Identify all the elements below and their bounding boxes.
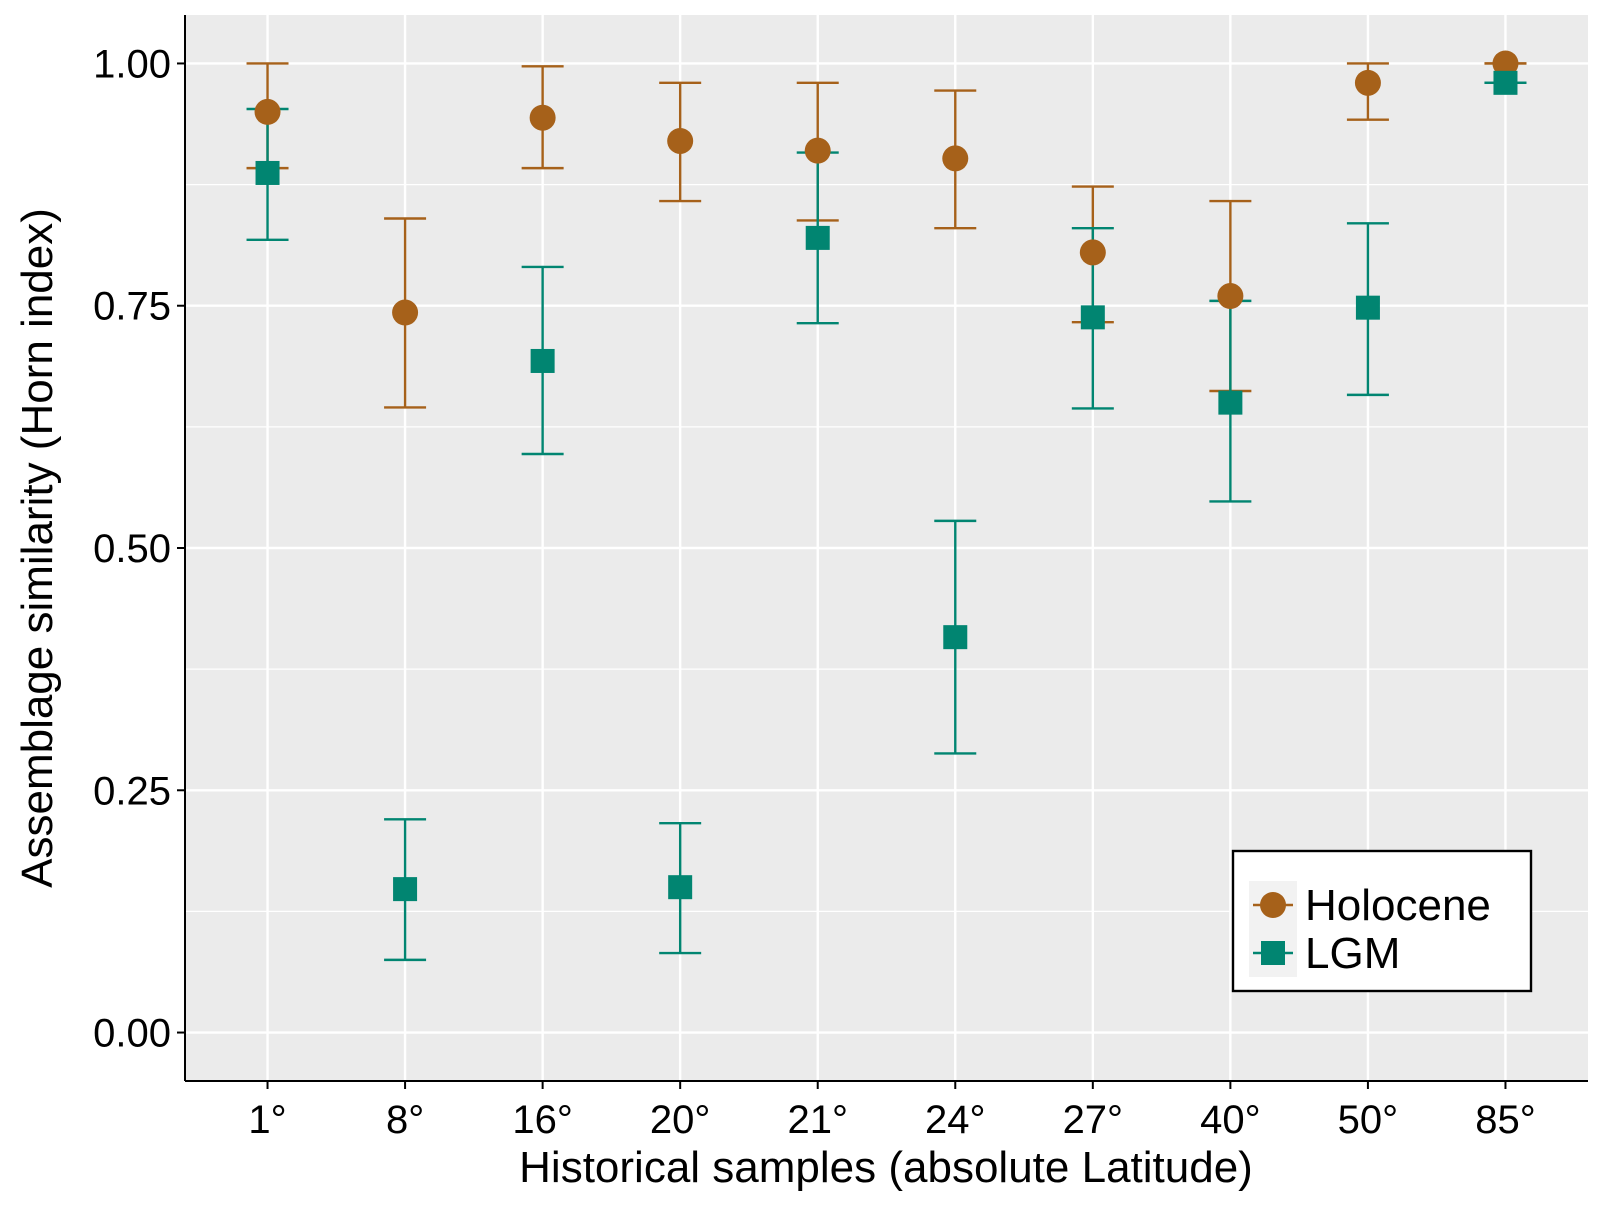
x-tick-label: 27° bbox=[1063, 1098, 1124, 1142]
x-tick-label: 8° bbox=[386, 1098, 424, 1142]
x-tick-label: 16° bbox=[512, 1098, 573, 1142]
x-tick-label: 21° bbox=[787, 1098, 848, 1142]
holocene-point bbox=[667, 127, 694, 154]
lgm-point bbox=[1493, 70, 1518, 95]
x-tick-label: 85° bbox=[1475, 1098, 1536, 1142]
x-tick-label: 24° bbox=[925, 1098, 986, 1142]
lgm-point bbox=[1080, 305, 1105, 330]
legend-label-lgm: LGM bbox=[1305, 929, 1400, 978]
lgm-point bbox=[255, 160, 280, 185]
x-tick-label: 20° bbox=[650, 1098, 711, 1142]
y-axis-title: Assemblage similarity (Horn index) bbox=[13, 208, 62, 888]
x-axis-ticks: 1° 8° 16° 20° 21° 24° 27° 40° 50° 85° bbox=[248, 1081, 1536, 1142]
legend-key-holocene bbox=[1260, 892, 1286, 918]
x-axis-title: Historical samples (absolute Latitude) bbox=[519, 1143, 1253, 1192]
lgm-point bbox=[805, 225, 830, 250]
x-tick-label: 1° bbox=[248, 1098, 286, 1142]
holocene-point bbox=[254, 98, 281, 125]
holocene-point bbox=[1492, 50, 1519, 77]
y-tick-label: 0.75 bbox=[93, 285, 171, 329]
holocene-point bbox=[804, 137, 831, 164]
holocene-point bbox=[1079, 239, 1106, 266]
y-tick-label: 0.25 bbox=[93, 769, 171, 813]
holocene-point bbox=[1354, 69, 1381, 96]
holocene-point bbox=[392, 299, 419, 326]
holocene-point bbox=[529, 104, 556, 131]
lgm-point bbox=[1218, 390, 1243, 415]
data-points bbox=[254, 50, 1519, 902]
y-tick-label: 1.00 bbox=[93, 42, 171, 86]
lgm-point bbox=[668, 875, 693, 900]
y-tick-label: 0.00 bbox=[93, 1012, 171, 1056]
lgm-point bbox=[393, 877, 418, 902]
x-tick-label: 50° bbox=[1338, 1098, 1399, 1142]
y-axis-ticks: 0.00 0.25 0.50 0.75 1.00 bbox=[93, 42, 185, 1056]
legend-key-lgm bbox=[1261, 941, 1285, 965]
x-tick-label: 40° bbox=[1200, 1098, 1261, 1142]
holocene-point bbox=[1217, 283, 1244, 310]
lgm-point bbox=[1355, 295, 1380, 320]
y-tick-label: 0.50 bbox=[93, 527, 171, 571]
holocene-point bbox=[942, 145, 969, 172]
legend-label-holocene: Holocene bbox=[1305, 881, 1491, 930]
lgm-point bbox=[530, 348, 555, 373]
lgm-point bbox=[943, 625, 968, 650]
